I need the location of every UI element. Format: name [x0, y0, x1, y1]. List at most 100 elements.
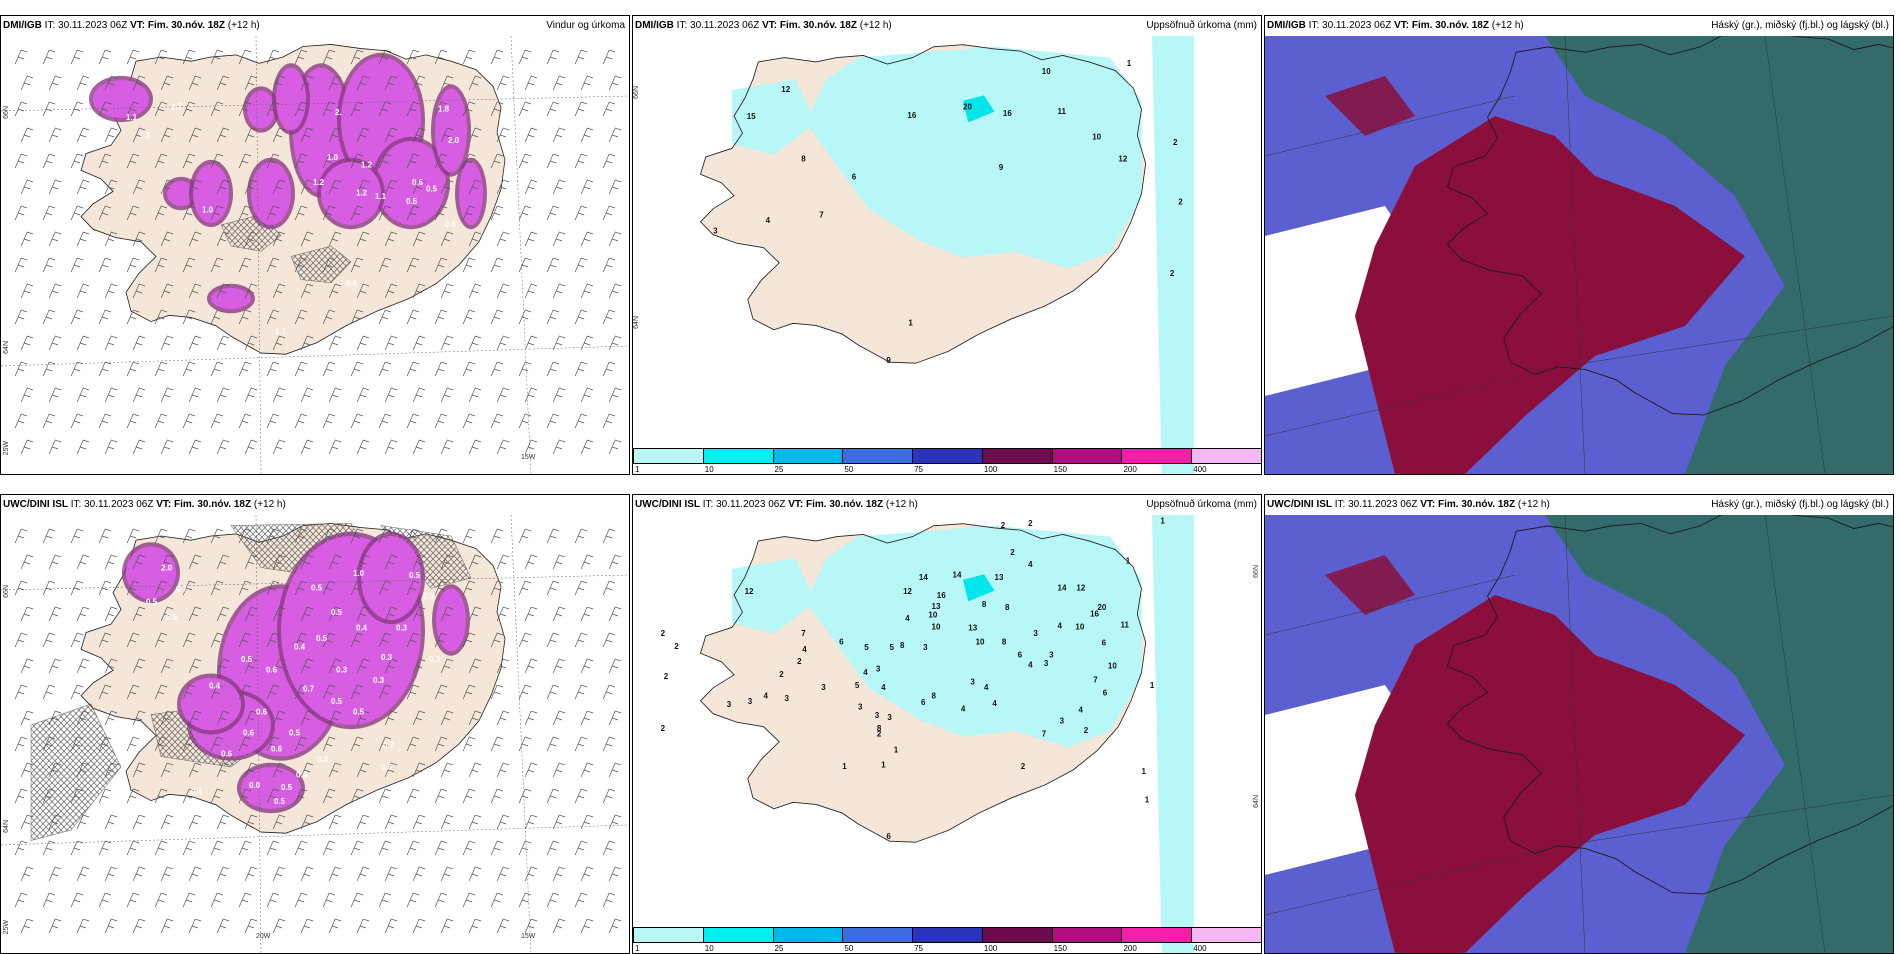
value-label: 1 — [1127, 59, 1132, 68]
value-label: 1 — [894, 746, 899, 755]
value-label: 0.7 — [383, 741, 395, 750]
value-label: 7 — [1042, 729, 1047, 738]
precip-areas — [732, 36, 1194, 474]
value-label: 5 — [890, 643, 895, 652]
low-cloud-layer — [1355, 595, 1745, 953]
colorbar-swatch — [702, 927, 774, 943]
valid-time: Fim. 30.nóv. 18Z — [174, 499, 252, 510]
colorbar-tick-label: 1 — [635, 465, 640, 474]
value-label: 6 — [1102, 639, 1107, 648]
init-time: 30.11.2023 06Z — [84, 499, 154, 510]
value-label: 2.0 — [161, 564, 173, 573]
value-label: 2 — [877, 729, 882, 738]
value-label: 2 — [1021, 762, 1026, 771]
value-label: 8 — [932, 692, 937, 701]
value-label: 2 — [661, 724, 666, 733]
product-title: Uppsöfnuð úrkoma (mm) — [1146, 20, 1257, 31]
value-label: 1 — [842, 762, 847, 771]
value-label: 7 — [819, 210, 824, 219]
value-label: 0.7 — [303, 684, 315, 693]
value-label: 8 — [1005, 603, 1010, 612]
value-label: 9 — [886, 356, 891, 365]
value-label: 0.5 — [406, 197, 418, 206]
lead-time: (+12 h) — [859, 20, 892, 31]
panel-header: DMI/IGB IT: 30.11.2023 06Z VT: Fim. 30.n… — [633, 16, 1261, 36]
value-label: 0.7 — [176, 585, 188, 594]
value-label: 0.6 — [412, 178, 424, 187]
value-label: 4 — [863, 668, 868, 677]
init-time: 30.11.2023 06Z — [58, 20, 128, 31]
grid-label-lat64: 64N — [1253, 795, 1260, 808]
panel-header: UWC/DINI ISL IT: 30.11.2023 06Z VT: Fim.… — [1, 495, 629, 515]
value-label: 0.5 — [281, 783, 293, 792]
lead-time: (+12 h) — [885, 499, 918, 510]
value-label: 16 — [907, 111, 916, 120]
value-label: 5 — [864, 643, 869, 652]
value-label: 9 — [999, 163, 1004, 172]
value-label: 0.5 — [146, 597, 158, 606]
iceland-coastline — [1446, 36, 1893, 416]
precip-blobs — [122, 531, 470, 814]
value-label: 4 — [881, 683, 886, 692]
value-label: 16 — [937, 591, 946, 600]
value-label: 10 — [1092, 133, 1101, 142]
header-meta: DMI/IGB IT: 30.11.2023 06Z VT: Fim. 30.n… — [3, 16, 260, 36]
map-panel-wind: DMI/IGB IT: 30.11.2023 06Z VT: Fim. 30.n… — [0, 15, 630, 475]
value-label: 6 — [852, 173, 857, 182]
init-time: 30.11.2023 06Z — [1322, 20, 1392, 31]
value-label: 14 — [919, 573, 928, 582]
it-label: IT: — [1308, 20, 1320, 31]
map-canvas — [1265, 515, 1893, 953]
value-label: 1 — [881, 761, 886, 770]
colorbar-tick-label: 10 — [704, 465, 714, 474]
valid-time: Fim. 30.nóv. 18Z — [1411, 20, 1489, 31]
colorbar-swatch — [633, 448, 704, 464]
valid-time: Fim. 30.nóv. 18Z — [779, 20, 857, 31]
colorbar-tick-label: 400 — [1193, 944, 1207, 953]
value-label: 15 — [747, 112, 756, 121]
value-label: 2 — [1178, 198, 1183, 207]
model-name: UWC/DINI ISL — [3, 499, 68, 510]
iceland-coastline — [699, 44, 1147, 364]
value-label: 1.8 — [438, 105, 450, 114]
colorbar-tick-label: 100 — [983, 944, 998, 953]
colorbar-swatch — [1191, 927, 1261, 943]
colorbar-tick-label: 50 — [844, 465, 854, 474]
value-label: 11 — [1121, 620, 1130, 629]
product-title: Háský (gr.), miðský (fj.bl.) og lágský (… — [1711, 20, 1889, 31]
value-label: 1.1 — [375, 192, 387, 201]
map-canvas: 2.71.11.32. 1.82.01.01.21.2 0.60.51.2 1.10.… — [1, 36, 629, 474]
model-name: UWC/DINI ISL — [1267, 499, 1332, 510]
grid-label-lon20: 20W — [256, 933, 271, 940]
header-meta: UWC/DINI ISL IT: 30.11.2023 06Z VT: Fim.… — [635, 495, 918, 515]
value-label: 3 — [713, 227, 718, 236]
colorbar-tick-label: 400 — [1193, 465, 1207, 474]
value-label: 12 — [1118, 154, 1127, 163]
value-label: 1 — [1126, 557, 1131, 566]
map-panel-precip: DMI/IGB IT: 30.11.2023 06Z VT: Fim. 30.n… — [632, 15, 1262, 475]
value-label: 6 — [839, 638, 844, 647]
value-label: 16 — [1090, 610, 1099, 619]
value-label: 3 — [821, 683, 826, 692]
valid-time: Fim. 30.nóv. 18Z — [806, 499, 884, 510]
value-label: 4 — [802, 645, 807, 654]
model-name: DMI/IGB — [635, 20, 674, 31]
value-label: 12 — [903, 587, 912, 596]
colorbar-swatch — [1121, 927, 1193, 943]
model-name: UWC/DINI ISL — [635, 499, 700, 510]
value-label: 2 — [1173, 138, 1178, 147]
colorbar-swatch — [981, 927, 1053, 943]
value-label: 4 — [992, 699, 997, 708]
value-label: 0.4 — [296, 771, 308, 780]
colorbar-swatch — [772, 448, 844, 464]
value-label: 10 — [932, 623, 941, 632]
value-label: 2 — [1170, 269, 1175, 278]
value-label: 2.7 — [171, 103, 183, 112]
value-label: 8 — [1002, 638, 1007, 647]
value-label: 1.3 — [139, 131, 151, 140]
value-label: 1.0 — [353, 569, 365, 578]
grid-label-lat66: 66N — [633, 86, 640, 99]
value-label: 0.6 — [381, 763, 393, 772]
